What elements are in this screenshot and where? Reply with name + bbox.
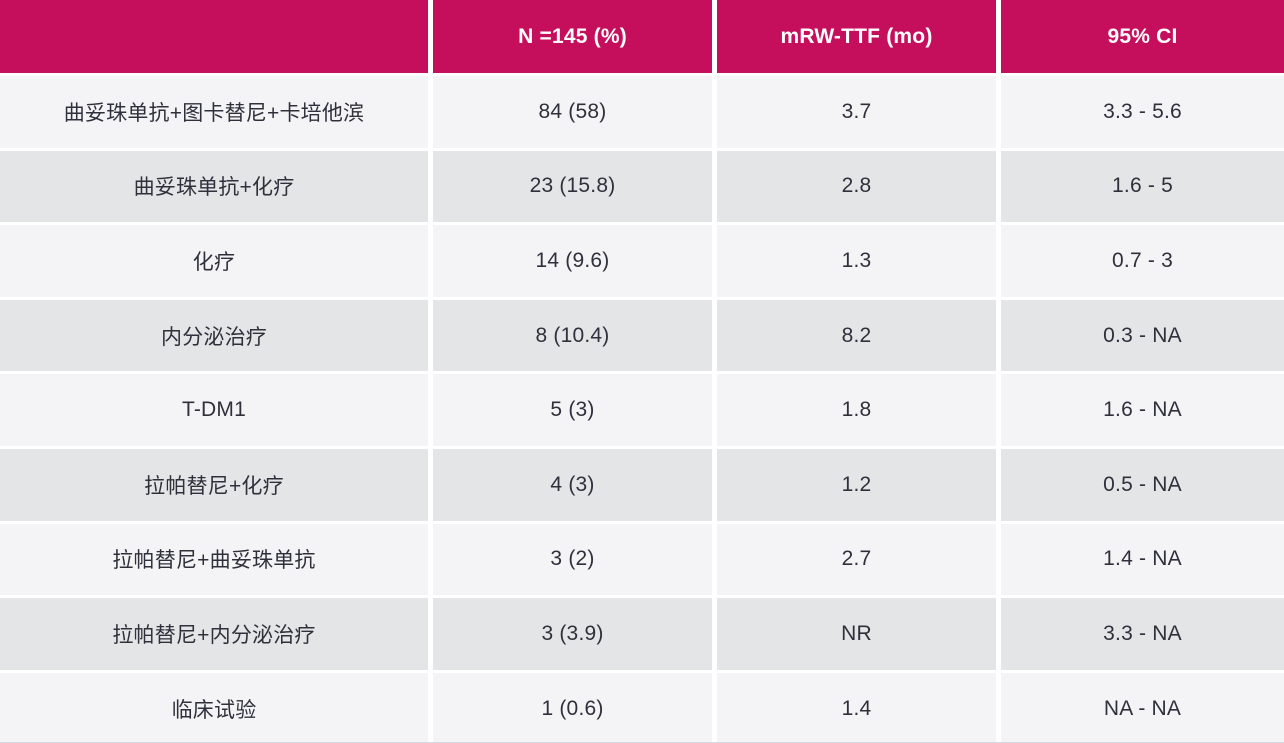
therapy-cell: 化疗 <box>0 225 428 297</box>
mrw-ttf-cell: 1.3 <box>717 225 996 297</box>
mrw-ttf-cell: 2.7 <box>717 523 996 596</box>
mrw-ttf-cell: 1.2 <box>717 448 996 521</box>
n-pct-cell: 1 (0.6) <box>433 672 712 742</box>
n-pct-cell: 4 (3) <box>433 448 712 521</box>
n-pct-cell: 14 (9.6) <box>433 225 712 297</box>
therapy-cell: 曲妥珠单抗+图卡替尼+卡培他滨 <box>0 76 428 148</box>
ci-cell: 0.5 - NA <box>1001 448 1284 521</box>
therapy-cell: 内分泌治疗 <box>0 299 428 372</box>
ci-cell: 0.7 - 3 <box>1001 225 1284 297</box>
ci-cell: 0.3 - NA <box>1001 299 1284 372</box>
header-cell-therapy <box>0 0 428 73</box>
therapy-cell: 临床试验 <box>0 672 428 742</box>
ci-cell: 1.4 - NA <box>1001 523 1284 596</box>
mrw-ttf-cell: NR <box>717 598 996 670</box>
mrw-ttf-cell: 1.4 <box>717 672 996 742</box>
n-pct-cell: 3 (3.9) <box>433 598 712 670</box>
mrw-ttf-cell: 8.2 <box>717 299 996 372</box>
therapy-cell: T-DM1 <box>0 374 428 446</box>
header-cell-mrw-ttf: mRW-TTF (mo) <box>717 0 996 73</box>
header-cell-n-pct: N =145 (%) <box>433 0 712 73</box>
ci-cell: 1.6 - NA <box>1001 374 1284 446</box>
therapy-cell: 拉帕替尼+曲妥珠单抗 <box>0 523 428 596</box>
ci-cell: 3.3 - 5.6 <box>1001 76 1284 148</box>
therapy-cell: 拉帕替尼+化疗 <box>0 448 428 521</box>
n-pct-cell: 8 (10.4) <box>433 299 712 372</box>
ci-cell: 1.6 - 5 <box>1001 150 1284 223</box>
n-pct-cell: 23 (15.8) <box>433 150 712 223</box>
ci-cell: 3.3 - NA <box>1001 598 1284 670</box>
ci-cell: NA - NA <box>1001 672 1284 742</box>
therapy-cell: 曲妥珠单抗+化疗 <box>0 150 428 223</box>
n-pct-cell: 3 (2) <box>433 523 712 596</box>
mrw-ttf-cell: 3.7 <box>717 76 996 148</box>
header-cell-95ci: 95% CI <box>1001 0 1284 73</box>
n-pct-cell: 5 (3) <box>433 374 712 446</box>
mrw-ttf-cell: 2.8 <box>717 150 996 223</box>
n-pct-cell: 84 (58) <box>433 76 712 148</box>
therapy-cell: 拉帕替尼+内分泌治疗 <box>0 598 428 670</box>
mrw-ttf-cell: 1.8 <box>717 374 996 446</box>
